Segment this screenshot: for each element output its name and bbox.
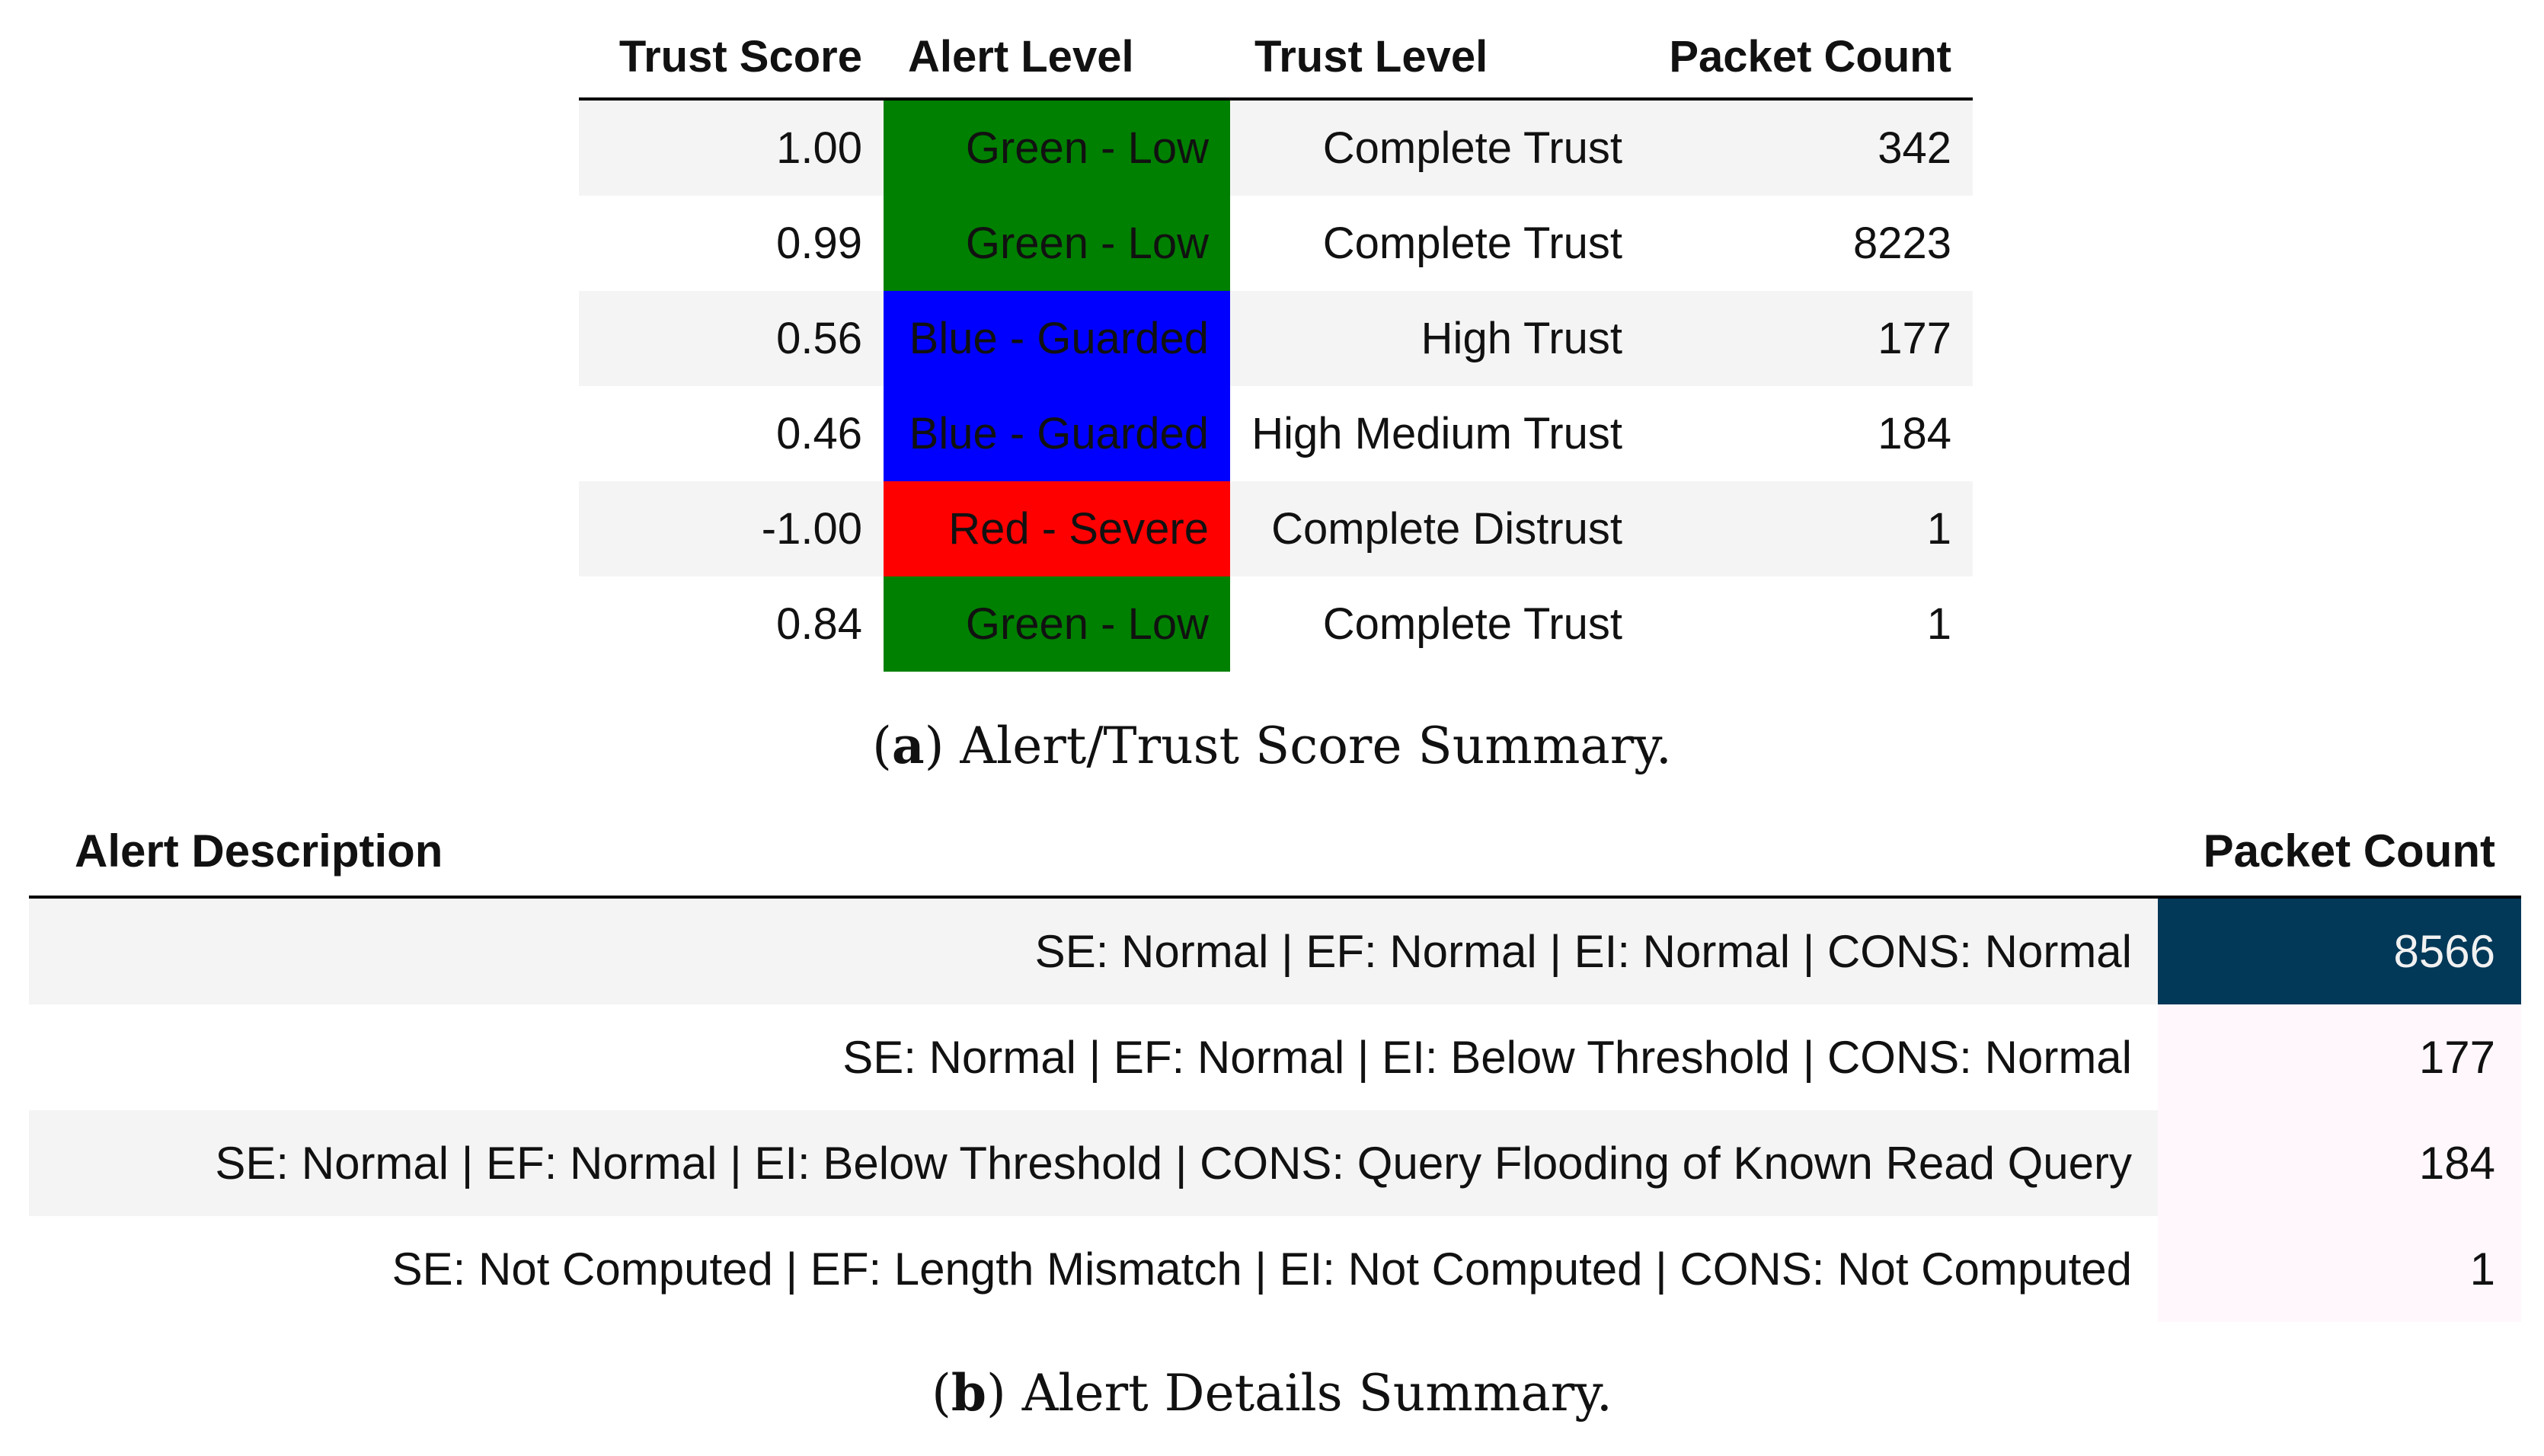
- table-b-header-row: Alert Description Packet Count: [29, 806, 2521, 899]
- alert-details-summary-table: Alert Description Packet Count SE: Norma…: [29, 806, 2521, 1322]
- alert-level-cell: Green - Low: [884, 101, 1230, 196]
- packet-count-cell: 184: [1878, 409, 1951, 458]
- header-trust-score: Trust Score: [618, 31, 862, 81]
- caption-a-text: Alert/Trust Score Summary.: [960, 717, 1672, 775]
- table-row: 0.56 Blue - Guarded High Trust 177: [579, 291, 1973, 386]
- trust-score-cell: -1.00: [761, 504, 862, 554]
- table-row: SE: Normal | EF: Normal | EI: Normal | C…: [29, 899, 2521, 1004]
- trust-score-cell: 0.84: [776, 599, 862, 649]
- alert-description-cell: SE: Not Computed | EF: Length Mismatch |…: [29, 1216, 2158, 1322]
- packet-count-cell: 8566: [2158, 899, 2521, 1004]
- trust-score-cell: 0.99: [776, 219, 862, 268]
- caption-a-label: a: [891, 716, 925, 775]
- header-alert-description: Alert Description: [75, 825, 443, 876]
- packet-count-cell: 184: [2158, 1110, 2521, 1216]
- table-a-header-row: Trust Score Alert Level Trust Level Pack…: [579, 15, 1973, 101]
- alert-description-cell: SE: Normal | EF: Normal | EI: Below Thre…: [29, 1004, 2158, 1110]
- table-row: 0.99 Green - Low Complete Trust 8223: [579, 196, 1973, 291]
- trust-level-cell: Complete Distrust: [1271, 504, 1622, 554]
- caption-b-text: Alert Details Summary.: [1021, 1364, 1612, 1422]
- trust-level-cell: Complete Trust: [1322, 219, 1622, 268]
- packet-count-cell: 1: [2158, 1216, 2521, 1322]
- packet-count-cell: 177: [2158, 1004, 2521, 1110]
- packet-count-cell: 342: [1878, 123, 1951, 173]
- trust-level-cell: Complete Trust: [1322, 123, 1622, 173]
- alert-description-cell: SE: Normal | EF: Normal | EI: Below Thre…: [29, 1110, 2158, 1216]
- alert-level-cell: Green - Low: [884, 576, 1230, 672]
- alert-trust-summary-table: Trust Score Alert Level Trust Level Pack…: [579, 15, 1973, 672]
- alert-description-cell: SE: Normal | EF: Normal | EI: Normal | C…: [29, 899, 2158, 1004]
- table-row: -1.00 Red - Severe Complete Distrust 1: [579, 481, 1973, 576]
- alert-level-cell: Blue - Guarded: [884, 291, 1230, 386]
- alert-level-cell: Green - Low: [884, 196, 1230, 291]
- trust-level-cell: High Medium Trust: [1251, 409, 1622, 458]
- alert-level-cell: Blue - Guarded: [884, 386, 1230, 481]
- trust-level-cell: Complete Trust: [1322, 599, 1622, 649]
- packet-count-cell: 8223: [1852, 219, 1951, 268]
- header-packet-count: Packet Count: [1669, 31, 1951, 81]
- trust-score-cell: 0.56: [776, 314, 862, 363]
- table-row: SE: Not Computed | EF: Length Mismatch |…: [29, 1216, 2521, 1322]
- caption-a: (a) Alert/Trust Score Summary.: [872, 716, 1672, 775]
- caption-b: (b) Alert Details Summary.: [932, 1363, 1612, 1422]
- table-row: 1.00 Green - Low Complete Trust 342: [579, 101, 1973, 196]
- table-row: 0.84 Green - Low Complete Trust 1: [579, 576, 1973, 672]
- packet-count-cell: 177: [1878, 314, 1951, 363]
- trust-level-cell: High Trust: [1421, 314, 1622, 363]
- header-alert-level: Alert Level: [908, 31, 1134, 81]
- table-row: SE: Normal | EF: Normal | EI: Below Thre…: [29, 1004, 2521, 1110]
- header-trust-level: Trust Level: [1254, 31, 1488, 81]
- header-packet-count: Packet Count: [2203, 825, 2495, 876]
- packet-count-cell: 1: [1926, 504, 1951, 554]
- caption-b-label: b: [951, 1363, 987, 1422]
- trust-score-cell: 1.00: [776, 123, 862, 173]
- trust-score-cell: 0.46: [776, 409, 862, 458]
- table-row: 0.46 Blue - Guarded High Medium Trust 18…: [579, 386, 1973, 481]
- table-row: SE: Normal | EF: Normal | EI: Below Thre…: [29, 1110, 2521, 1216]
- alert-level-cell: Red - Severe: [884, 481, 1230, 576]
- packet-count-cell: 1: [1926, 599, 1951, 649]
